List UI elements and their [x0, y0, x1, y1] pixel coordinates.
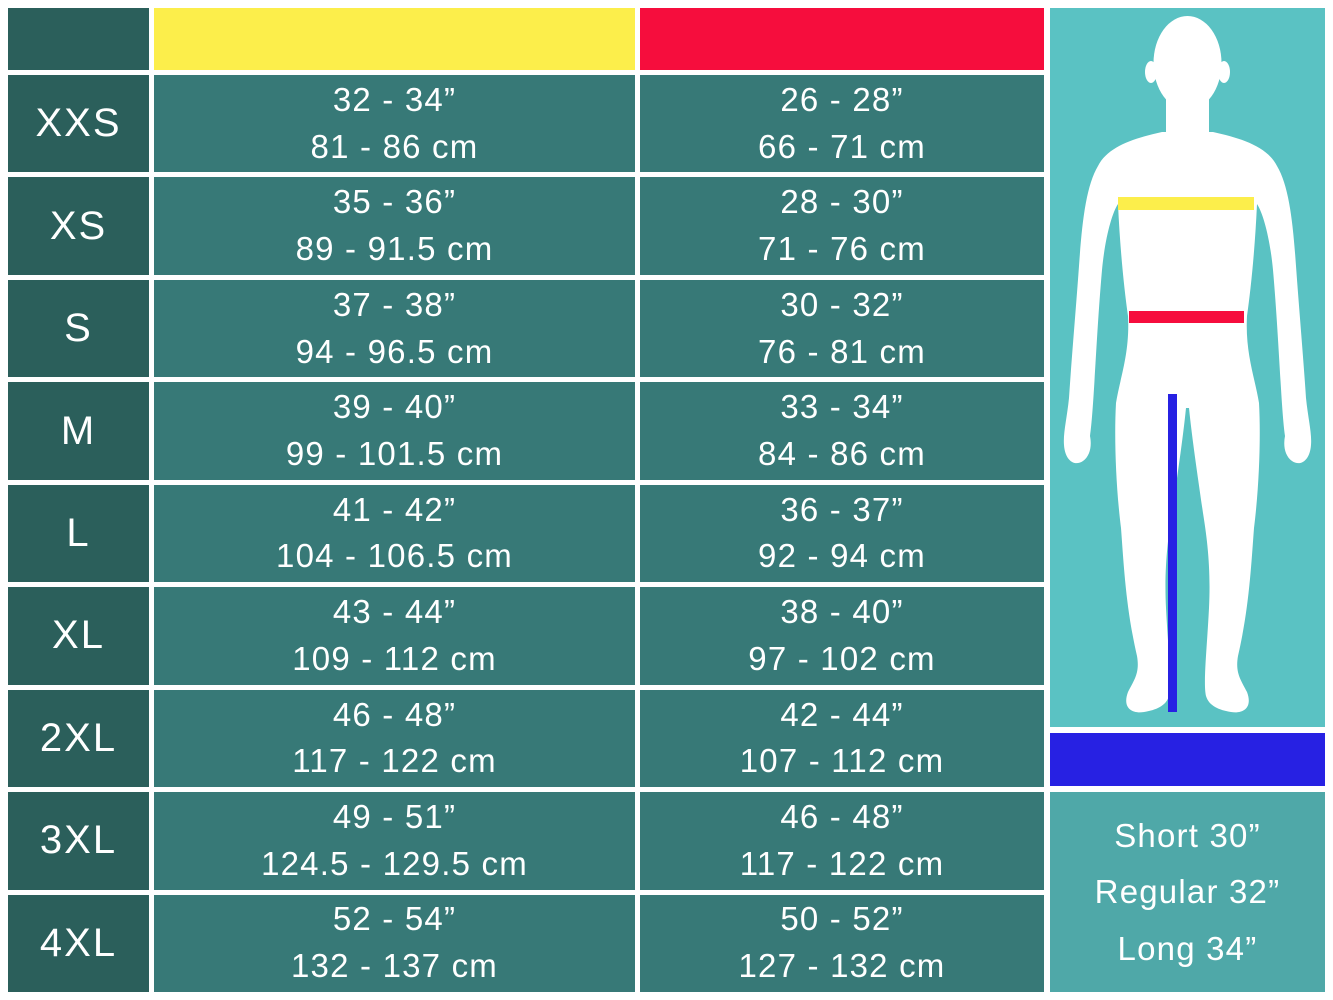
chest-cell: 37 - 38” 94 - 96.5 cm: [154, 279, 635, 378]
waist-cell: 30 - 32” 76 - 81 cm: [640, 279, 1044, 378]
header-corner-cell: [8, 8, 149, 70]
size-cell: 3XL: [8, 792, 149, 890]
body-figure-panel: [1050, 8, 1325, 727]
waist-cell: 42 - 44” 107 - 112 cm: [640, 689, 1044, 788]
size-cell: 4XL: [8, 894, 149, 992]
waist-inches: 36 - 37”: [780, 490, 904, 528]
inseam-line-marker: [1168, 394, 1177, 712]
size-cell: L: [8, 484, 149, 583]
inseam-regular-label: Regular 32”: [1094, 873, 1281, 910]
waist-cell: 50 - 52” 127 - 132 cm: [640, 894, 1044, 992]
waist-line-marker: [1129, 311, 1244, 323]
chest-cm: 94 - 96.5 cm: [295, 332, 494, 370]
chest-inches: 52 - 54”: [332, 900, 457, 938]
chest-cell: 35 - 36” 89 - 91.5 cm: [154, 177, 635, 275]
chest-cell: 43 - 44” 109 - 112 cm: [154, 587, 635, 685]
measurement-guide-panel: Short 30” Regular 32” Long 34”: [1050, 8, 1325, 992]
chest-inches: 39 - 40”: [332, 388, 457, 426]
chest-inches: 32 - 34”: [332, 80, 457, 118]
chest-cm: 117 - 122 cm: [292, 742, 497, 780]
waist-cm: 71 - 76 cm: [758, 230, 926, 268]
chest-inches: 43 - 44”: [332, 593, 457, 631]
size-cell: S: [8, 279, 149, 378]
chest-inches: 41 - 42”: [332, 490, 457, 528]
chest-cm: 99 - 101.5 cm: [285, 435, 504, 473]
waist-inches: 33 - 34”: [780, 388, 904, 426]
waist-cm: 84 - 86 cm: [758, 435, 926, 473]
chest-cm: 104 - 106.5 cm: [276, 537, 513, 575]
waist-inches: 28 - 30”: [780, 183, 904, 221]
waist-cm: 66 - 71 cm: [758, 127, 926, 165]
chest-inches: 46 - 48”: [332, 695, 457, 733]
waist-cell: 46 - 48” 117 - 122 cm: [640, 792, 1044, 890]
waist-cell: 36 - 37” 92 - 94 cm: [640, 484, 1044, 583]
chest-cell: 39 - 40” 99 - 101.5 cm: [154, 382, 635, 480]
size-cell: XL: [8, 587, 149, 685]
chest-inches: 35 - 36”: [332, 183, 457, 221]
waist-cell: 33 - 34” 84 - 86 cm: [640, 382, 1044, 480]
size-table: XXS 32 - 34” 81 - 86 cm 26 - 28” 66 - 71…: [8, 8, 1044, 992]
size-cell: 2XL: [8, 689, 149, 788]
waist-inches: 50 - 52”: [780, 900, 904, 938]
inseam-short-label: Short 30”: [1114, 816, 1261, 854]
chest-inches: 37 - 38”: [332, 285, 457, 323]
waist-cm: 127 - 132 cm: [738, 947, 946, 985]
size-cell: M: [8, 382, 149, 480]
chest-cm: 89 - 91.5 cm: [295, 230, 494, 268]
chest-cm: 124.5 - 129.5 cm: [261, 844, 528, 882]
chest-cell: 52 - 54” 132 - 137 cm: [154, 894, 635, 992]
waist-cm: 97 - 102 cm: [748, 639, 936, 677]
chest-cm: 109 - 112 cm: [292, 639, 497, 677]
male-body-silhouette-icon: [1063, 16, 1312, 713]
waist-inches: 26 - 28”: [780, 80, 904, 118]
size-cell: XXS: [8, 75, 149, 173]
chest-inches: 49 - 51”: [332, 797, 457, 835]
chest-cm: 81 - 86 cm: [310, 127, 479, 165]
chest-cell: 32 - 34” 81 - 86 cm: [154, 75, 635, 173]
waist-inches: 30 - 32”: [780, 285, 904, 323]
inseam-length-legend: Short 30” Regular 32” Long 34”: [1050, 792, 1325, 992]
size-cell: XS: [8, 177, 149, 275]
chest-cell: 41 - 42” 104 - 106.5 cm: [154, 484, 635, 583]
waist-inches: 38 - 40”: [780, 593, 904, 631]
inseam-long-label: Long 34”: [1117, 929, 1258, 967]
waist-cm: 76 - 81 cm: [758, 332, 926, 370]
waist-inches: 46 - 48”: [780, 797, 904, 835]
chest-cell: 49 - 51” 124.5 - 129.5 cm: [154, 792, 635, 890]
waist-header-color-bar: [640, 8, 1044, 70]
waist-cm: 92 - 94 cm: [758, 537, 926, 575]
waist-cell: 38 - 40” 97 - 102 cm: [640, 587, 1044, 685]
chest-line-marker: [1118, 197, 1254, 210]
chest-cm: 132 - 137 cm: [290, 947, 498, 985]
waist-cm: 117 - 122 cm: [739, 844, 945, 882]
waist-inches: 42 - 44”: [780, 695, 904, 733]
waist-cell: 26 - 28” 66 - 71 cm: [640, 75, 1044, 173]
waist-cell: 28 - 30” 71 - 76 cm: [640, 177, 1044, 275]
chest-cell: 46 - 48” 117 - 122 cm: [154, 689, 635, 788]
inseam-header-color-bar: [1050, 733, 1325, 786]
waist-cm: 107 - 112 cm: [739, 742, 945, 780]
chest-header-color-bar: [154, 8, 635, 70]
